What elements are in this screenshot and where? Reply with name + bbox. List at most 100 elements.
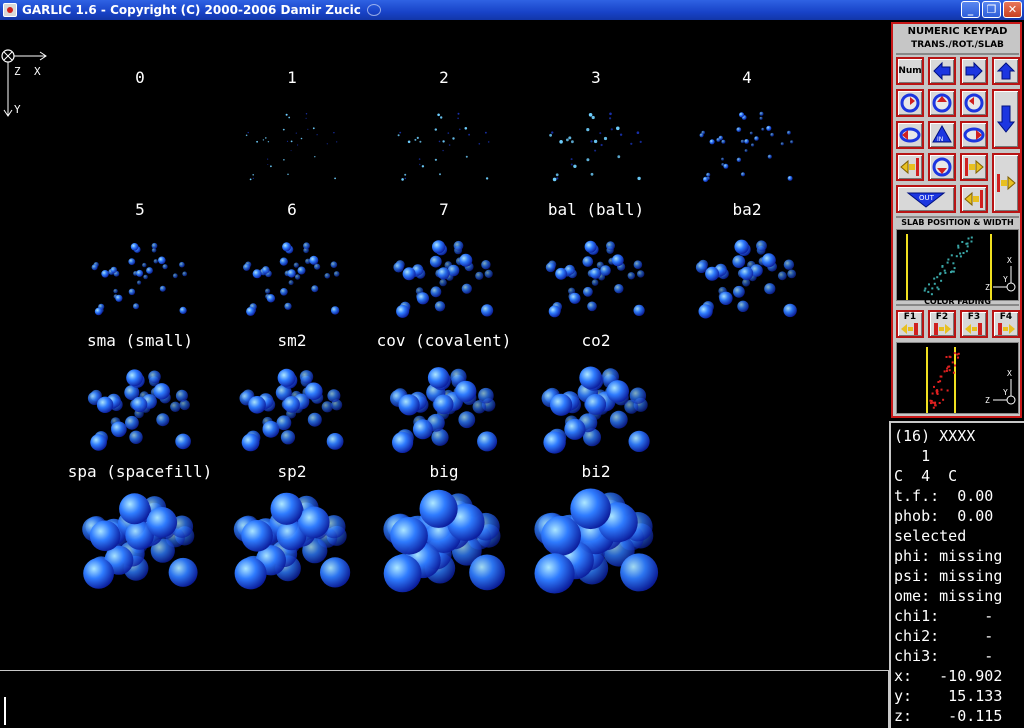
- info-y: y: 15.133: [894, 687, 1003, 705]
- rotate-x-down-button[interactable]: [928, 153, 956, 181]
- atom-sphere: [245, 134, 248, 137]
- atom-sphere: [146, 507, 178, 538]
- atom-sphere: [750, 264, 763, 277]
- translate-left-button[interactable]: [928, 57, 956, 85]
- slab-atom-dot: [940, 279, 943, 282]
- f2-button[interactable]: F2: [928, 310, 956, 338]
- atom-sphere: [297, 266, 306, 275]
- atom-sphere: [434, 128, 437, 131]
- atom-sphere: [404, 173, 407, 176]
- slab-atom-dot: [953, 352, 956, 355]
- molecule-rendering[interactable]: [227, 224, 357, 332]
- molecule-rendering[interactable]: [227, 486, 357, 594]
- molecule-viewer[interactable]: Z X Y 0 1 2 3 4 5 6 7 bal (ball) ba2 sma (small) sm…: [0, 20, 890, 668]
- app-icon[interactable]: [3, 3, 17, 17]
- atom-sphere: [431, 428, 449, 446]
- molecule-rendering[interactable]: [531, 355, 661, 463]
- close-button[interactable]: ✕: [1003, 1, 1022, 18]
- translate-right-button[interactable]: [960, 57, 988, 85]
- molecule-rendering[interactable]: [379, 92, 509, 200]
- slab-title: SLAB POSITION & WIDTH: [901, 218, 1014, 227]
- molecule-rendering[interactable]: [531, 92, 661, 200]
- num-button[interactable]: Num: [896, 57, 924, 85]
- f1-button[interactable]: F1: [896, 310, 924, 338]
- atom-sphere: [247, 131, 249, 134]
- zoom-in-button[interactable]: IN: [928, 121, 956, 149]
- slab-atom-dot: [931, 392, 934, 395]
- atom-sphere: [179, 399, 190, 411]
- atom-sphere: [639, 140, 642, 143]
- rotate-y-left-button[interactable]: [896, 121, 924, 149]
- atom-sphere: [153, 383, 170, 400]
- molecule-rendering[interactable]: [379, 355, 509, 463]
- slab-back-button[interactable]: [960, 185, 988, 213]
- slab-position-widget[interactable]: X Y Z: [896, 229, 1019, 301]
- keypad-subtitle: TRANS./ROT./SLAB: [911, 40, 1004, 50]
- atom-sphere: [416, 292, 429, 305]
- molecule-rendering[interactable]: [531, 224, 661, 332]
- atom-sphere: [314, 156, 316, 158]
- molecule-rendering[interactable]: [379, 486, 509, 594]
- command-line[interactable]: [0, 670, 889, 728]
- molecule-rendering[interactable]: [227, 355, 357, 463]
- slab-axis-z: Z: [985, 283, 990, 292]
- translate-up-button[interactable]: [992, 57, 1020, 85]
- atom-sphere: [698, 304, 713, 319]
- atom-sphere: [416, 136, 419, 139]
- f3-button[interactable]: F3: [960, 310, 988, 338]
- molecule-rendering[interactable]: [379, 224, 509, 332]
- atom-sphere: [300, 137, 303, 140]
- atom-sphere: [484, 269, 493, 278]
- slab-left-button[interactable]: [896, 153, 924, 181]
- slab-atom-dot: [937, 288, 940, 291]
- slab-forward-button[interactable]: [992, 153, 1020, 213]
- display-mode-label: sma (small): [87, 331, 193, 350]
- atom-sphere: [593, 139, 598, 144]
- axis-x-label: X: [34, 65, 41, 78]
- molecule-rendering[interactable]: [75, 486, 205, 594]
- title-bar[interactable]: GARLIC 1.6 - Copyright (C) 2000-2006 Dam…: [0, 0, 1024, 20]
- atom-sphere: [587, 301, 597, 312]
- atom-sphere: [630, 142, 633, 145]
- molecule-rendering[interactable]: [682, 224, 812, 332]
- slab-right-icon: [965, 158, 984, 176]
- slab-atom-dot: [946, 367, 949, 370]
- rotate-z-right-button[interactable]: [960, 89, 988, 117]
- molecule-rendering[interactable]: [531, 486, 661, 594]
- molecule-rendering[interactable]: [75, 355, 205, 463]
- molecule-rendering[interactable]: [75, 224, 205, 332]
- atom-sphere: [279, 257, 288, 266]
- atom-sphere: [611, 254, 624, 267]
- atom-sphere: [555, 173, 559, 177]
- atom-sphere: [633, 304, 645, 316]
- minimize-button[interactable]: _: [961, 1, 980, 18]
- molecule-rendering[interactable]: [682, 92, 812, 200]
- rotate-y-right-button[interactable]: [960, 121, 988, 149]
- atom-sphere: [427, 367, 450, 389]
- atom-sphere: [465, 155, 468, 158]
- atom-sphere: [461, 283, 472, 294]
- slab-atom-dot: [959, 252, 962, 255]
- atom-sphere: [636, 131, 640, 134]
- atom-sphere: [270, 492, 303, 525]
- atom-sphere: [96, 396, 114, 413]
- atom-sphere: [619, 133, 623, 136]
- atom-sphere: [442, 149, 444, 152]
- maximize-button[interactable]: ❐: [982, 1, 1001, 18]
- atom-sphere: [457, 112, 460, 115]
- slab-right-button[interactable]: [960, 153, 988, 181]
- arrow-right-icon: [965, 61, 983, 81]
- atom-sphere: [759, 111, 764, 116]
- color-fading-widget[interactable]: X Y Z: [896, 342, 1019, 414]
- display-mode-label: 6: [287, 200, 297, 219]
- slab-atom-dot: [924, 287, 927, 290]
- atom-sphere: [481, 260, 491, 270]
- rotate-z-left-button[interactable]: [896, 89, 924, 117]
- zoom-out-button[interactable]: OUT: [896, 185, 956, 213]
- atom-sphere: [614, 284, 624, 294]
- rotate-x-up-button[interactable]: [928, 89, 956, 117]
- slab-atom-dot: [936, 393, 939, 395]
- translate-down-button[interactable]: [992, 89, 1020, 149]
- f4-button[interactable]: F4: [992, 310, 1020, 338]
- molecule-rendering[interactable]: [227, 92, 357, 200]
